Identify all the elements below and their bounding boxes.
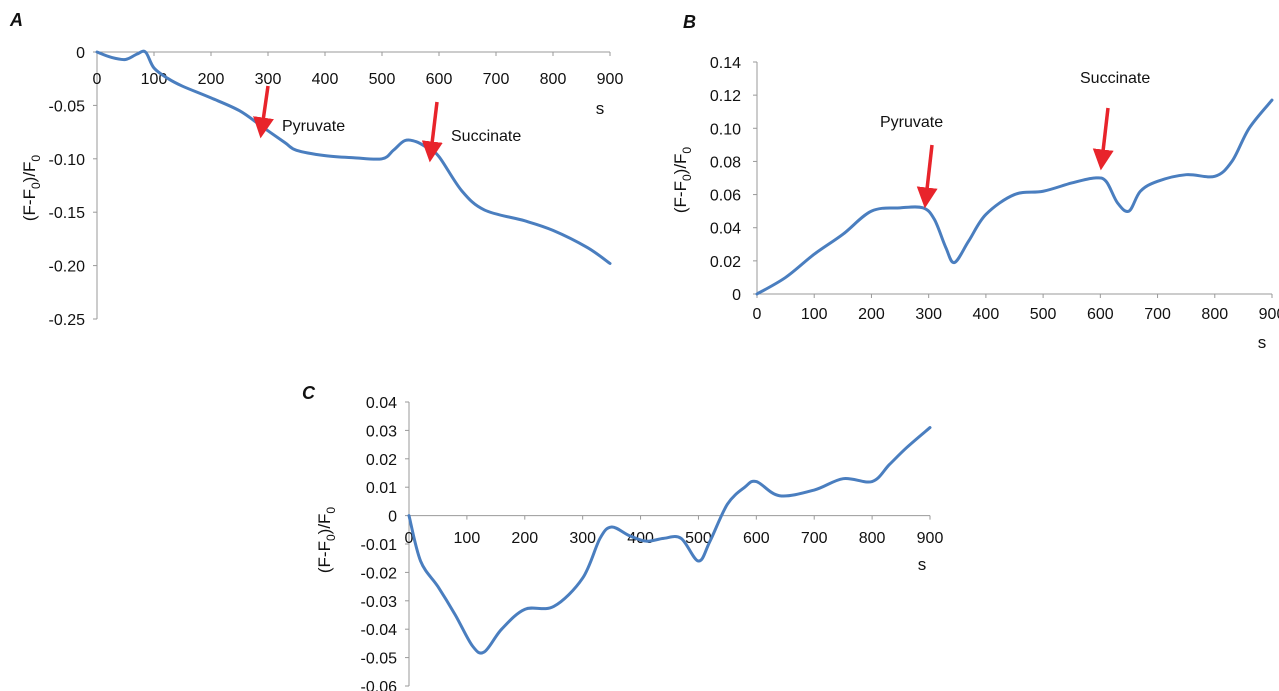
y-tick-label: -0.10: [49, 152, 86, 169]
y-tick-label: 0.10: [710, 121, 741, 138]
chart-panel-a: A 0 -0.05 -0.10 -0.15 -0.20 -0.25 0 100 200 300 400…: [9, 10, 623, 329]
x-tick-label: 700: [1144, 306, 1171, 323]
x-tick-label: 600: [1087, 306, 1114, 323]
x-tick-label: 800: [859, 530, 886, 547]
x-tick-label: 700: [801, 530, 828, 547]
x-axis-unit: s: [918, 555, 927, 574]
x-tick-label: 900: [1259, 306, 1279, 323]
x-tick-label: 200: [198, 71, 225, 88]
x-tick-label: 400: [973, 306, 1000, 323]
y-tick-label: 0.01: [366, 480, 397, 497]
y-axis-title: (F-F0)/F0: [20, 155, 43, 222]
y-tick-label: 0.14: [710, 55, 741, 72]
x-tick-label: 0: [753, 306, 762, 323]
y-tick-label: 0.04: [710, 221, 741, 238]
y-tick-label: -0.25: [49, 312, 86, 329]
annotation-arrow: [421, 101, 443, 163]
annotation-arrow: [253, 85, 274, 139]
x-tick-label: 900: [597, 71, 624, 88]
x-tick-label: 200: [511, 530, 538, 547]
panel-label: B: [683, 12, 696, 32]
x-tick-label: 100: [141, 71, 168, 88]
annotation-arrow: [1092, 107, 1114, 171]
y-tick-label: 0.08: [710, 154, 741, 171]
y-tick-label: 0.06: [710, 188, 741, 205]
x-tick-label: 200: [858, 306, 885, 323]
y-tick-label: 0.02: [366, 452, 397, 469]
y-axis-title: (F-F0)/F0: [671, 147, 694, 214]
y-tick-label: 0: [76, 45, 85, 62]
series-line: [407, 426, 932, 655]
x-tick-label: 400: [312, 71, 339, 88]
x-tick-label: 500: [685, 530, 712, 547]
x-tick-label: 500: [1030, 306, 1057, 323]
x-tick-label: 800: [540, 71, 567, 88]
x-tick-label: 500: [369, 71, 396, 88]
x-tick-label: 900: [917, 530, 944, 547]
y-tick-label: -0.05: [361, 651, 398, 668]
x-tick-label: 600: [743, 530, 770, 547]
panel-label: A: [9, 10, 23, 30]
y-tick-label: -0.02: [361, 565, 398, 582]
y-tick-label: -0.04: [361, 622, 398, 639]
y-tick-label: 0.03: [366, 423, 397, 440]
y-tick-label: 0: [732, 287, 741, 304]
x-tick-label: 300: [915, 306, 942, 323]
y-axis-title: (F-F0)/F0: [315, 507, 338, 574]
x-axis-unit: s: [596, 99, 605, 118]
x-tick-label: 100: [801, 306, 828, 323]
y-tick-label: 0: [388, 509, 397, 526]
x-tick-label: 0: [93, 71, 102, 88]
y-tick-label: 0.04: [366, 395, 397, 412]
annotation-label: Succinate: [451, 128, 521, 145]
annotation-label: Pyruvate: [282, 118, 345, 135]
y-tick-label: -0.01: [361, 537, 398, 554]
series-line: [95, 49, 612, 265]
annotation-label: Pyruvate: [880, 114, 943, 131]
x-tick-label: 600: [426, 71, 453, 88]
x-tick-label: 0: [405, 530, 414, 547]
y-tick-label: -0.15: [49, 205, 86, 222]
x-tick-label: 800: [1201, 306, 1228, 323]
x-tick-label: 100: [454, 530, 481, 547]
x-tick-label: 700: [483, 71, 510, 88]
y-tick-label: -0.05: [49, 98, 86, 115]
y-tick-label: 0.02: [710, 254, 741, 271]
chart-panel-b: B 0 0.02 0.04 0.06 0.08 0.10 0.12 0.14 0 100 200 300…: [671, 12, 1279, 352]
annotation-arrow: [916, 144, 938, 209]
x-axis-unit: s: [1258, 333, 1267, 352]
y-tick-label: 0.12: [710, 88, 741, 105]
x-tick-label: 300: [255, 71, 282, 88]
x-tick-label: 300: [569, 530, 596, 547]
series-line: [755, 98, 1274, 296]
panel-label: C: [302, 383, 316, 403]
y-tick-label: -0.03: [361, 594, 398, 611]
y-tick-label: -0.20: [49, 259, 86, 276]
chart-panel-c: C 0.04 0.03 0.02 0.01 0 -0.01 -0.02 -0.03 -0.04 -0…: [302, 383, 943, 691]
annotation-label: Succinate: [1080, 70, 1150, 87]
y-tick-label: -0.06: [361, 679, 398, 691]
